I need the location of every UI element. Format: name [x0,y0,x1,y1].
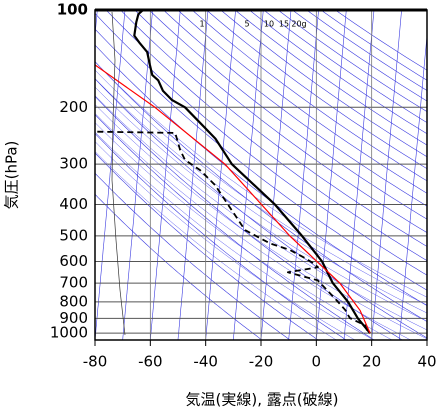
moist-adiabat [95,141,356,340]
grid [95,10,427,340]
y-tick-label: 400 [59,195,88,213]
x-tick-label: -80 [83,353,108,371]
mixing-ratio-label: 10 [264,20,274,29]
dry-adiabat [120,10,427,247]
dry-adiabat [177,10,427,194]
sounding-line [95,64,371,334]
sounding-line [133,10,371,334]
y-tick-label: 700 [59,274,88,292]
x-axis-label: 気温(実線), 露点(破線) [186,391,339,409]
y-tick-label: 500 [59,226,88,244]
x-tick-label: -40 [193,353,218,371]
x-tick-label: 20 [362,353,381,371]
isotherm [260,10,292,340]
moist-adiabat [95,86,427,322]
moist-adiabat [95,78,427,314]
dry-adiabat [95,95,403,340]
dry-adiabat [105,10,427,261]
wind-barb-staff [111,11,126,336]
dry-adiabat [95,28,427,291]
isotherm [343,10,375,340]
dry-adiabat [95,78,427,339]
dry-adiabat [95,132,347,340]
isotherm [205,10,236,340]
mixing-ratio-label: 1 [199,20,204,29]
moist-adiabat [95,151,337,340]
dry-adiabat [95,152,319,340]
isotherm [288,10,319,340]
y-tick-label: 1000 [50,324,88,342]
y-tick-label: 300 [59,155,88,173]
dry-adiabat [335,10,427,71]
dry-adiabat [234,10,427,146]
isotherm [316,10,347,340]
dry-adiabat [148,10,427,220]
moist-adiabat [95,113,411,340]
isotherm [399,32,427,340]
dry-adiabat [191,10,427,182]
dry-adiabat [95,193,263,340]
moist-adiabat [95,122,393,340]
dry-adiabat [95,172,291,340]
x-tick-label: 40 [417,353,436,371]
y-tick-label: 100 [57,1,88,19]
mixing-ratio-label: 5 [244,20,249,29]
moist-adiabat [95,69,427,306]
isotherm [177,10,209,340]
moist-adiabat [95,131,374,340]
dry-adiabat [134,10,427,233]
moist-adiabat [95,61,427,298]
y-axis-label: 気圧(hPa) [3,141,21,210]
y-tick-label: 200 [59,98,88,116]
isotherm [150,10,181,340]
isotherm [122,10,153,340]
x-tick-label: -60 [138,353,163,371]
plot-area [95,10,371,334]
isotherm [233,10,264,340]
x-tick-label: -20 [249,353,274,371]
isotherm [371,10,402,340]
dry-adiabat [206,10,427,170]
moist-adiabat [95,95,427,331]
mixing-ratio-label: 20g [291,20,306,29]
mixing-ratio-label: 15 [279,20,289,29]
isotherm [426,336,427,340]
dry-adiabat [220,10,427,158]
sounding-line [97,130,369,334]
dry-adiabat [163,10,427,207]
dry-adiabat [95,12,427,276]
y-tick-label: 800 [59,292,88,310]
y-tick-label: 900 [59,309,88,327]
x-tick-label: 0 [312,353,322,371]
moist-adiabat [95,104,427,340]
isotherm [95,10,126,340]
dry-adiabat [95,61,427,322]
y-tick-label: 600 [59,252,88,270]
